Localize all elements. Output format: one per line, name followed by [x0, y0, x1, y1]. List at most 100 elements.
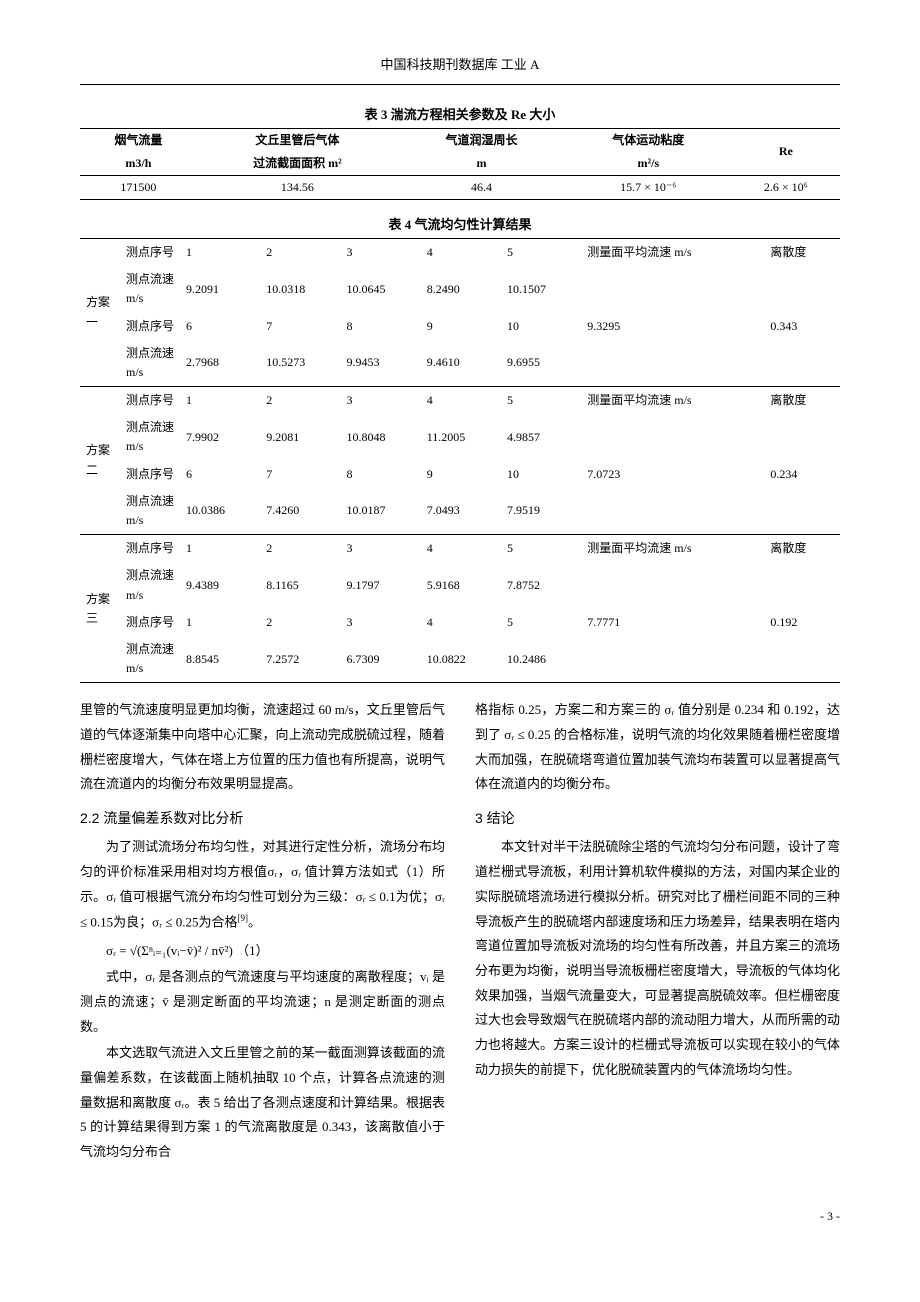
right-para1: 格指标 0.25，方案二和方案三的 σᵣ 值分别是 0.234 和 0.192，…: [475, 698, 840, 797]
data-cell: 6.7309: [341, 636, 421, 683]
table3: 烟气流量 文丘里管后气体 气道润湿周长 气体运动粘度 Re m3/h 过流截面面…: [80, 128, 840, 201]
data-cell: 8.8545: [180, 636, 260, 683]
data-cell: 10.1507: [501, 266, 581, 312]
data-cell: 7: [260, 313, 340, 340]
avg-value: 7.7771: [581, 562, 764, 682]
disp-label: 离散度: [764, 535, 840, 563]
t3-d5: 2.6 × 10⁶: [732, 175, 840, 199]
data-cell: 10.8048: [341, 414, 421, 460]
row-label: 测点流速 m/s: [120, 414, 180, 460]
data-cell: 1: [180, 238, 260, 266]
row-label: 测点流速 m/s: [120, 266, 180, 312]
data-cell: 7.9519: [501, 488, 581, 535]
row-label: 测点流速 m/s: [120, 340, 180, 387]
right-para2: 本文针对半干法脱硫除尘塔的气流均匀分布问题，设计了弯道栏栅式导流板，利用计算机软…: [475, 835, 840, 1082]
data-cell: 6: [180, 313, 260, 340]
data-cell: 2: [260, 387, 340, 415]
left-para4: 本文选取气流进入文丘里管之前的某一截面测算该截面的流量偏差系数，在该截面上随机抽…: [80, 1041, 445, 1164]
data-cell: 4.9857: [501, 414, 581, 460]
data-cell: 10.2486: [501, 636, 581, 683]
data-cell: 10.0386: [180, 488, 260, 535]
table3-title: 表 3 湍流方程相关参数及 Re 大小: [80, 105, 840, 126]
avg-label: 测量面平均流速 m/s: [581, 535, 764, 563]
heading-22: 2.2 流量偏差系数对比分析: [80, 807, 445, 829]
data-cell: 3: [341, 238, 421, 266]
row-label: 测点序号: [120, 313, 180, 340]
disp-label: 离散度: [764, 238, 840, 266]
t3-d3: 46.4: [398, 175, 565, 199]
data-cell: 3: [341, 535, 421, 563]
data-cell: 6: [180, 461, 260, 488]
data-cell: 10.0822: [421, 636, 501, 683]
data-cell: 10: [501, 313, 581, 340]
t3-h1: 烟气流量: [80, 128, 197, 152]
avg-label: 测量面平均流速 m/s: [581, 387, 764, 415]
text-columns: 里管的气流速度明显更加均衡，流速超过 60 m/s，文丘里管后气道的气体逐渐集中…: [80, 698, 840, 1166]
data-cell: 5: [501, 238, 581, 266]
t3-h3: 气道润湿周长: [398, 128, 565, 152]
page-number: - 3 -: [80, 1207, 840, 1226]
data-cell: 5: [501, 387, 581, 415]
data-cell: 8: [341, 461, 421, 488]
t3-h2: 文丘里管后气体: [197, 128, 398, 152]
row-label: 测点流速 m/s: [120, 488, 180, 535]
left-para1: 里管的气流速度明显更加均衡，流速超过 60 m/s，文丘里管后气道的气体逐渐集中…: [80, 698, 445, 797]
t3-h5: Re: [732, 128, 840, 175]
t3-u1: m3/h: [80, 152, 197, 176]
data-cell: 10.0645: [341, 266, 421, 312]
t3-u3: m: [398, 152, 565, 176]
row-label: 测点流速 m/s: [120, 562, 180, 608]
data-cell: 5: [501, 535, 581, 563]
data-cell: 5.9168: [421, 562, 501, 608]
data-cell: 3: [341, 387, 421, 415]
data-cell: 2.7968: [180, 340, 260, 387]
data-cell: 4: [421, 535, 501, 563]
avg-value: 9.3295: [581, 266, 764, 386]
scheme-label: 方案一: [80, 238, 120, 386]
t3-h4: 气体运动粘度: [565, 128, 732, 152]
t3-d4: 15.7 × 10⁻⁶: [565, 175, 732, 199]
data-cell: 9.4389: [180, 562, 260, 608]
data-cell: 11.2005: [421, 414, 501, 460]
data-cell: 8: [341, 313, 421, 340]
data-cell: 9.2091: [180, 266, 260, 312]
heading-3: 3 结论: [475, 807, 840, 829]
row-label: 测点序号: [120, 609, 180, 636]
table4: 方案一测点序号12345测量面平均流速 m/s离散度测点流速 m/s9.2091…: [80, 238, 840, 683]
data-cell: 1: [180, 535, 260, 563]
scheme-label: 方案二: [80, 387, 120, 535]
data-cell: 9.4610: [421, 340, 501, 387]
data-cell: 2: [260, 238, 340, 266]
data-cell: 10.5273: [260, 340, 340, 387]
data-cell: 4: [421, 238, 501, 266]
data-cell: 9.1797: [341, 562, 421, 608]
disp-value: 0.234: [764, 414, 840, 534]
t3-d2: 134.56: [197, 175, 398, 199]
data-cell: 9.9453: [341, 340, 421, 387]
data-cell: 1: [180, 387, 260, 415]
data-cell: 10: [501, 461, 581, 488]
data-cell: 2: [260, 609, 340, 636]
disp-value: 0.192: [764, 562, 840, 682]
disp-label: 离散度: [764, 387, 840, 415]
data-cell: 7.0493: [421, 488, 501, 535]
data-cell: 8.2490: [421, 266, 501, 312]
t3-u2: 过流截面面积 m²: [197, 152, 398, 176]
formula-1: σᵣ = √(Σⁿᵢ₌₁(vᵢ−v̄)² / nv̄²) （1）: [80, 939, 445, 964]
data-cell: 4: [421, 609, 501, 636]
data-cell: 10.0187: [341, 488, 421, 535]
t3-d1: 171500: [80, 175, 197, 199]
data-cell: 7.8752: [501, 562, 581, 608]
disp-value: 0.343: [764, 266, 840, 386]
data-cell: 4: [421, 387, 501, 415]
t3-u4: m²/s: [565, 152, 732, 176]
data-cell: 7.4260: [260, 488, 340, 535]
right-column: 格指标 0.25，方案二和方案三的 σᵣ 值分别是 0.234 和 0.192，…: [475, 698, 840, 1166]
data-cell: 8.1165: [260, 562, 340, 608]
left-para2: 为了测试流场分布均匀性，对其进行定性分析，流场分布均匀的评价标准采用相对均方根值…: [80, 835, 445, 934]
data-cell: 3: [341, 609, 421, 636]
row-label: 测点序号: [120, 387, 180, 415]
data-cell: 9: [421, 461, 501, 488]
data-cell: 7.9902: [180, 414, 260, 460]
data-cell: 1: [180, 609, 260, 636]
